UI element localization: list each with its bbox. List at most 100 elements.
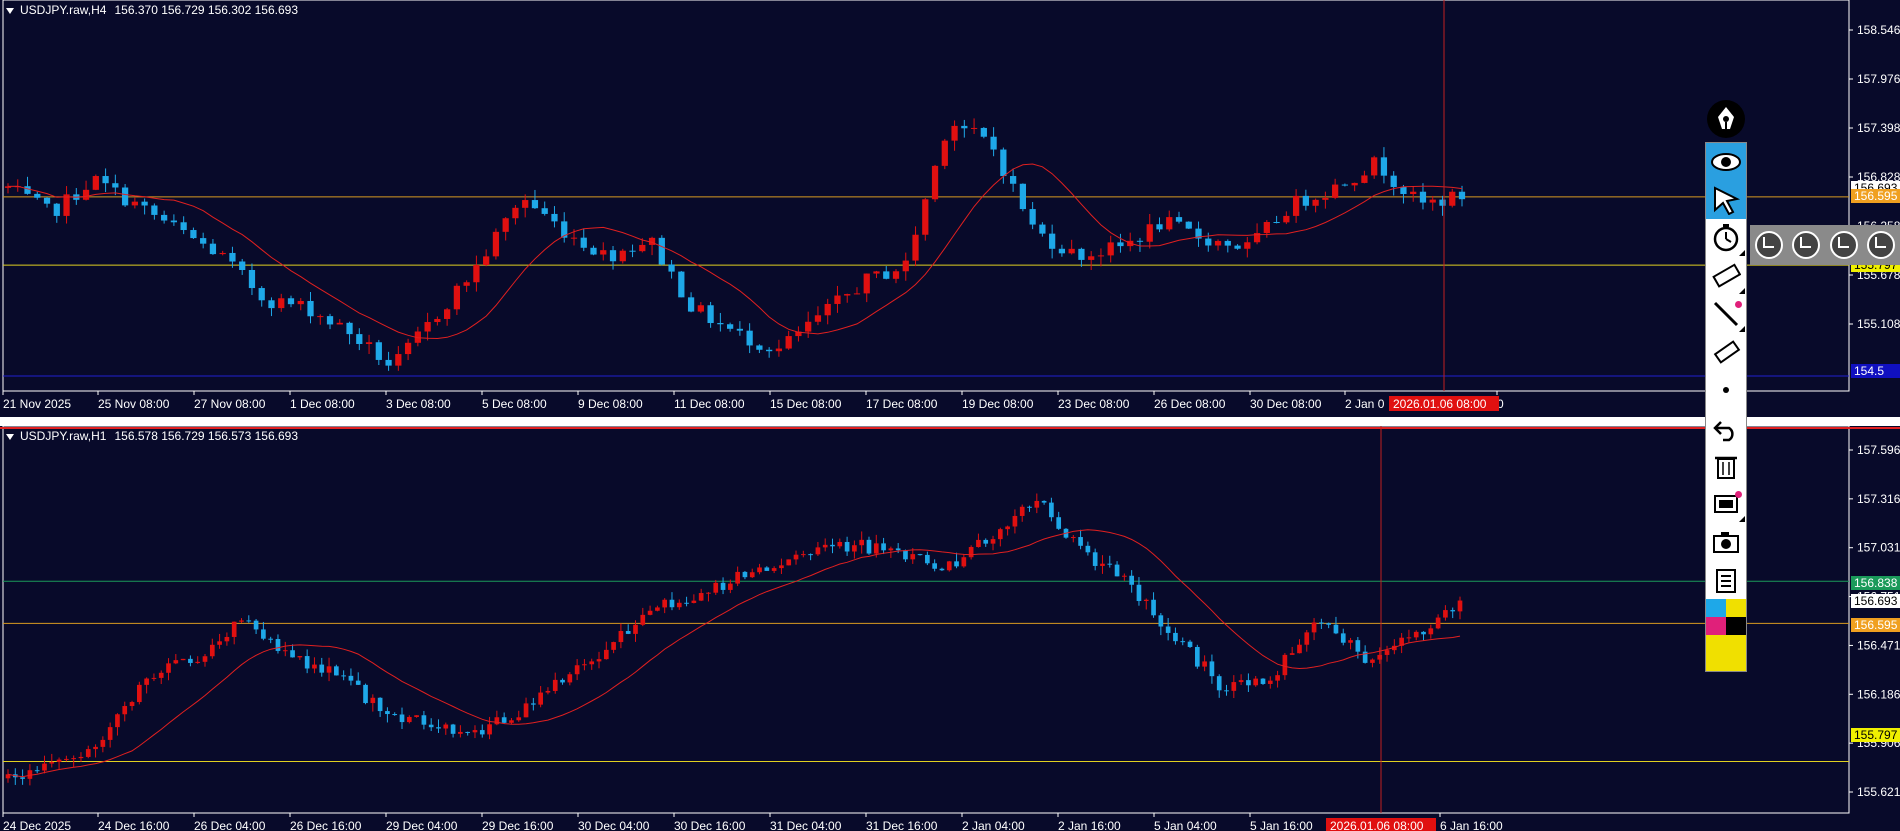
candle-body[interactable] [180, 222, 187, 231]
candle-body[interactable] [1449, 191, 1456, 206]
candle-body[interactable] [1275, 675, 1280, 681]
candle-body[interactable] [355, 680, 361, 685]
candle-body[interactable] [307, 300, 314, 317]
candle-body[interactable] [1088, 256, 1095, 260]
candle-body[interactable] [290, 650, 295, 658]
candle-body[interactable] [1326, 623, 1331, 625]
candle-body[interactable] [662, 599, 668, 608]
candle-body[interactable] [1273, 221, 1280, 223]
candle-body[interactable] [487, 724, 492, 735]
candle-body[interactable] [567, 674, 573, 683]
candle-body[interactable] [188, 658, 193, 663]
color-swatch-cyan[interactable] [1706, 599, 1726, 617]
chart-panel-h4[interactable]: 158.546157.976157.398156.828156.258155.6… [0, 0, 1900, 417]
eraser-button[interactable] [1706, 333, 1746, 371]
toolbar-header[interactable] [1705, 96, 1747, 142]
candle-body[interactable] [742, 571, 748, 578]
candle-body[interactable] [1224, 690, 1229, 692]
candle-body[interactable] [49, 761, 55, 764]
timer-flyout[interactable] [1750, 225, 1900, 265]
candle-body[interactable] [1413, 631, 1419, 638]
candle-body[interactable] [346, 322, 353, 335]
candle-body[interactable] [1400, 186, 1407, 195]
candle-body[interactable] [589, 661, 595, 665]
candle-body[interactable] [297, 300, 304, 305]
candle-body[interactable] [1117, 242, 1124, 247]
candle-body[interactable] [895, 548, 901, 551]
candle-body[interactable] [1322, 197, 1329, 200]
candle-body[interactable] [1166, 217, 1173, 230]
candle-body[interactable] [224, 636, 230, 642]
candle-body[interactable] [1049, 233, 1056, 249]
candle-body[interactable] [1283, 215, 1290, 223]
candle-body[interactable] [1348, 640, 1353, 643]
candle-body[interactable] [980, 127, 987, 137]
candle-body[interactable] [56, 759, 62, 762]
candle-body[interactable] [600, 250, 607, 255]
candle-body[interactable] [297, 656, 303, 658]
candle-body[interactable] [603, 649, 609, 660]
candle-body[interactable] [551, 213, 558, 222]
candle-body[interactable] [385, 711, 390, 715]
chart-canvas-h1[interactable]: 157.596157.316157.031156.751156.471156.1… [0, 426, 1900, 831]
candle-body[interactable] [883, 271, 890, 279]
candle-body[interactable] [190, 230, 197, 239]
candle-body[interactable] [946, 561, 952, 571]
candle-body[interactable] [82, 189, 90, 200]
candle-body[interactable] [122, 706, 128, 715]
candle-body[interactable] [395, 354, 402, 366]
candle-body[interactable] [1391, 645, 1397, 651]
candle-body[interactable] [102, 176, 109, 184]
candle-body[interactable] [1146, 224, 1153, 242]
candle-body[interactable] [1443, 610, 1448, 618]
candle-body[interactable] [424, 322, 431, 332]
candle-body[interactable] [261, 629, 266, 639]
candle-body[interactable] [92, 176, 99, 190]
candle-body[interactable] [676, 602, 682, 608]
candle-body[interactable] [766, 349, 773, 352]
candle-body[interactable] [472, 730, 478, 733]
candle-body[interactable] [375, 342, 382, 360]
candle-body[interactable] [453, 285, 461, 310]
candle-body[interactable] [728, 583, 733, 590]
candle-body[interactable] [370, 697, 376, 704]
candle-body[interactable] [1297, 644, 1302, 654]
candle-body[interactable] [173, 660, 179, 664]
candle-body[interactable] [717, 323, 724, 325]
candle-body[interactable] [414, 715, 419, 717]
candle-body[interactable] [392, 714, 398, 716]
candle-body[interactable] [473, 265, 480, 283]
candle-body[interactable] [399, 714, 405, 723]
candle-body[interactable] [202, 656, 208, 662]
candle-body[interactable] [100, 739, 106, 747]
candle-body[interactable] [1056, 517, 1062, 529]
candle-body[interactable] [917, 554, 923, 556]
candle-body[interactable] [863, 273, 870, 294]
candle-body[interactable] [1180, 641, 1186, 643]
candle-body[interactable] [1039, 224, 1046, 234]
candle-body[interactable] [800, 554, 806, 556]
candle-body[interactable] [560, 679, 565, 683]
candle-body[interactable] [1049, 502, 1054, 518]
candle-body[interactable] [625, 631, 631, 634]
candle-body[interactable] [1005, 526, 1010, 530]
candle-body[interactable] [4, 186, 12, 188]
candle-body[interactable] [161, 214, 168, 221]
ruler-button[interactable] [1706, 257, 1746, 295]
candle-body[interactable] [5, 774, 11, 779]
candle-body[interactable] [1302, 195, 1309, 206]
candle-body[interactable] [1429, 199, 1436, 203]
candle-body[interactable] [229, 252, 236, 262]
undo-button[interactable] [1706, 409, 1746, 447]
candle-body[interactable] [334, 666, 339, 676]
candle-body[interactable] [1029, 209, 1036, 225]
candle-body[interactable] [248, 269, 256, 289]
candle-body[interactable] [647, 610, 653, 615]
candle-body[interactable] [1406, 637, 1412, 639]
candle-body[interactable] [1078, 537, 1083, 546]
candle-body[interactable] [209, 243, 217, 255]
candle-body[interactable] [1187, 641, 1193, 647]
candle-body[interactable] [200, 238, 207, 244]
chart-canvas-h4[interactable]: 158.546157.976157.398156.828156.258155.6… [0, 0, 1900, 417]
candle-body[interactable] [53, 203, 60, 216]
